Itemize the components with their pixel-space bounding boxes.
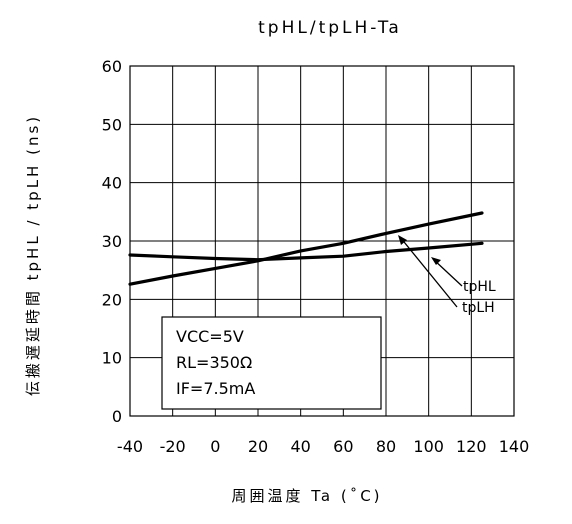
series-line-tplh (128, 211, 484, 286)
condition-vcc: VCC=5V (176, 327, 244, 346)
y-tick-label: 20 (102, 290, 122, 309)
x-tick-label: -40 (117, 437, 143, 456)
y-tick-label: 50 (102, 115, 122, 134)
y-tick-label: 60 (102, 57, 122, 76)
condition-if: IF=7.5mA (176, 379, 255, 398)
conditions-box: VCC=5V RL=350Ω IF=7.5mA (161, 316, 382, 410)
x-tick-label: 60 (333, 437, 353, 456)
chart-title: tpHL/tpLH-Ta (258, 18, 402, 38)
tplh-arrowhead (398, 235, 407, 245)
series-layer (128, 211, 484, 286)
x-tick-label: -20 (160, 437, 186, 456)
tplh-label: tpLH (462, 300, 495, 316)
y-tick-label: 0 (112, 407, 122, 426)
condition-rl: RL=350Ω (176, 353, 252, 372)
series-annotations: tpHL tpLH (398, 235, 496, 316)
tphl-leader (432, 258, 463, 287)
y-tick-label: 40 (102, 174, 122, 193)
tphl-label: tpHL (463, 279, 496, 295)
conditions-frame (161, 316, 382, 410)
x-tick-label: 140 (499, 437, 530, 456)
tphl-arrowhead (431, 257, 441, 265)
plot-frame (129, 65, 515, 417)
x-tick-label: 20 (248, 437, 268, 456)
x-tick-label: 0 (210, 437, 220, 456)
y-tick-label: 30 (102, 232, 122, 251)
tplh-leader (399, 236, 458, 308)
series-line-tphl (128, 241, 484, 262)
tick-layer: -40 -20 0 20 40 60 80 100 120 140 0 10 20 30 40 50 60 (102, 57, 530, 456)
y-axis-title: 伝搬遅延時間 tpHL / tpLH (ns) (24, 114, 42, 396)
x-tick-label: 120 (456, 437, 487, 456)
x-axis-title: 周囲温度 Ta (˚C) (231, 487, 382, 505)
x-tick-label: 80 (376, 437, 396, 456)
y-tick-label: 10 (102, 349, 122, 368)
x-tick-label: 100 (413, 437, 444, 456)
x-tick-label: 40 (290, 437, 310, 456)
